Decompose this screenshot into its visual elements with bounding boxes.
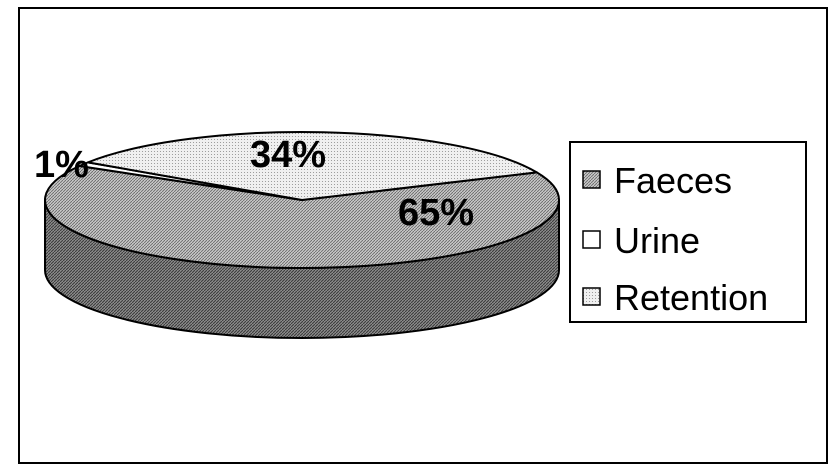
legend: Faeces Urine Retention xyxy=(569,141,807,323)
data-label-urine: 1% xyxy=(34,144,89,186)
legend-label-urine: Urine xyxy=(614,220,700,261)
pie-slice-faeces xyxy=(44,165,560,269)
data-label-retention: 34% xyxy=(250,134,326,176)
data-label-faeces: 65% xyxy=(398,192,474,234)
legend-swatch-faeces xyxy=(582,170,601,189)
pie-slice-retention xyxy=(86,131,538,201)
legend-swatch-retention xyxy=(582,287,601,306)
legend-label-retention: Retention xyxy=(614,277,768,318)
legend-box xyxy=(569,141,807,323)
legend-swatch-urine xyxy=(582,230,601,249)
pie-plot xyxy=(44,131,560,339)
legend-label-faeces: Faeces xyxy=(614,160,732,201)
